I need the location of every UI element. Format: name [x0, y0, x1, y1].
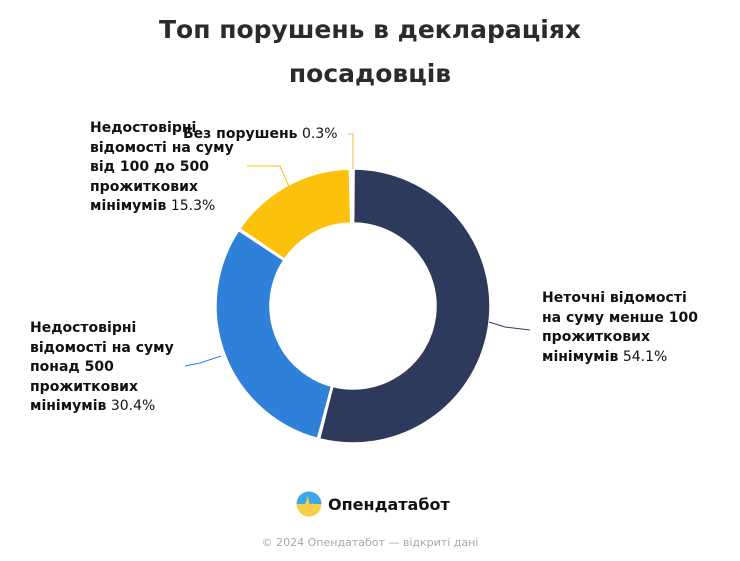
slice-dark: [318, 168, 491, 444]
leader-line-dark: [488, 321, 531, 331]
label-yellow: Недостовірні відомості на суму від 100 д…: [90, 120, 234, 214]
donut-slices: [215, 168, 491, 444]
slice-none: [350, 168, 354, 224]
label-dark: Неточні відомості на суму менше 100 прож…: [542, 290, 698, 365]
opendatabot-logo-icon: [296, 491, 322, 517]
brand: Опендатабот: [296, 491, 450, 517]
leader-line-blue: [184, 355, 222, 367]
leader-line-none: [348, 133, 354, 169]
slice-blue: [215, 229, 333, 440]
label-blue: Недостовірні відомості на суму понад 500…: [30, 320, 174, 414]
leader-line-yellow: [247, 165, 290, 188]
footer-copyright: © 2024 Опендатабот — відкриті дані: [261, 536, 479, 549]
chart-title: Топ порушень в деклараціях посадовців: [159, 15, 581, 88]
brand-name: Опендатабот: [328, 494, 450, 514]
slice-yellow: [239, 168, 352, 260]
label-none: Без порушень 0.3%: [183, 126, 338, 142]
